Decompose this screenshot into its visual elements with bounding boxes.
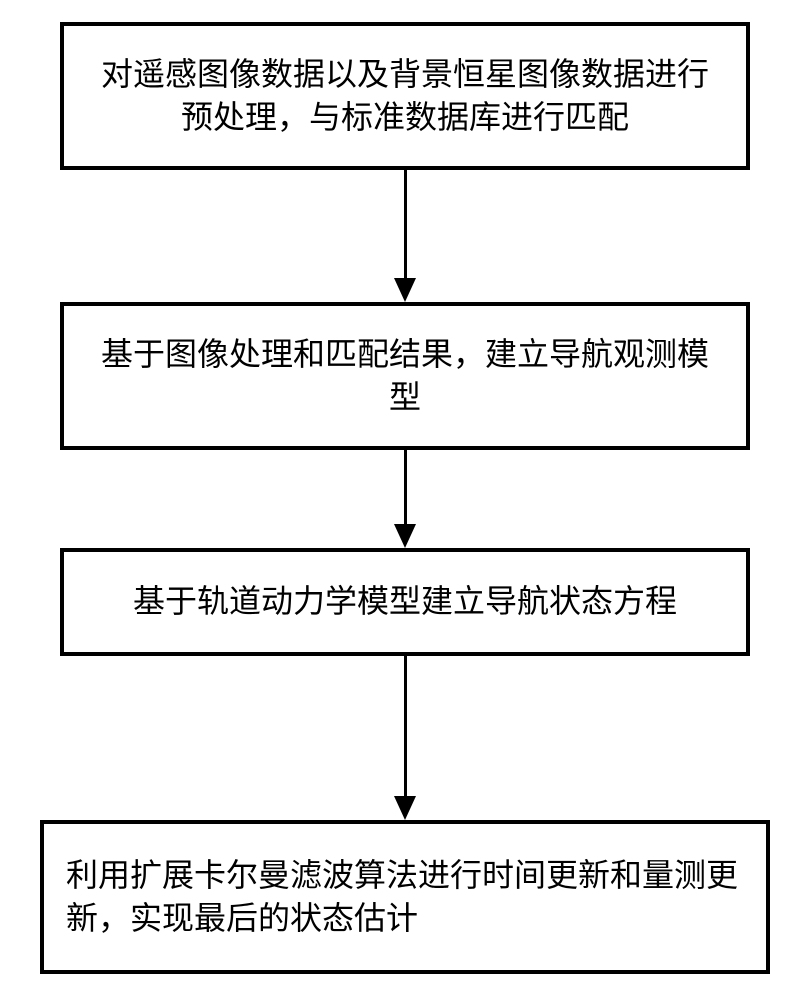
flow-arrow-3-head (394, 796, 416, 823)
flow-node-2-text: 基于图像处理和匹配结果，建立导航观测模型 (94, 333, 716, 419)
flow-node-4-text: 利用扩展卡尔曼滤波算法进行时间更新和量测更新，实现最后的状态估计 (66, 854, 744, 940)
flow-node-1: 对遥感图像数据以及背景恒星图像数据进行预处理，与标准数据库进行匹配 (60, 22, 750, 170)
flow-arrow-3-line (404, 656, 407, 796)
flow-node-3: 基于轨道动力学模型建立导航状态方程 (60, 548, 750, 656)
flowchart-canvas: 对遥感图像数据以及背景恒星图像数据进行预处理，与标准数据库进行匹配 基于图像处理… (0, 0, 805, 1000)
flow-node-2: 基于图像处理和匹配结果，建立导航观测模型 (60, 302, 750, 450)
flow-arrow-2-line (404, 450, 407, 524)
flow-arrow-1-head (394, 278, 416, 305)
flow-node-1-text: 对遥感图像数据以及背景恒星图像数据进行预处理，与标准数据库进行匹配 (86, 53, 724, 139)
flow-arrow-1-line (404, 170, 407, 278)
flow-arrow-2-head (394, 524, 416, 551)
flow-node-3-text: 基于轨道动力学模型建立导航状态方程 (94, 580, 716, 623)
flow-node-4: 利用扩展卡尔曼滤波算法进行时间更新和量测更新，实现最后的状态估计 (40, 820, 770, 974)
